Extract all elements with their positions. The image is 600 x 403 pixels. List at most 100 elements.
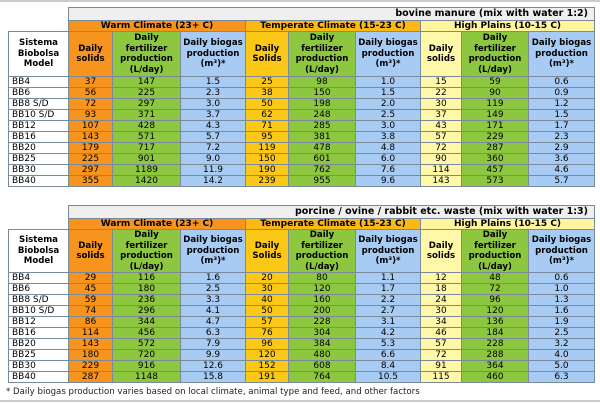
- table-cell: 198: [288, 98, 356, 110]
- table-title: bovine manure (mix with water 1:2): [68, 7, 595, 21]
- table-cell: 114: [68, 327, 113, 339]
- table-cell: 149: [461, 109, 529, 121]
- table-cell: 37: [68, 76, 113, 88]
- table-cell: 6.6: [355, 349, 421, 361]
- table-cell: 71: [245, 120, 289, 132]
- table-cell: 229: [68, 360, 113, 372]
- table-cell: 72: [420, 142, 462, 154]
- table-cell: 57: [245, 316, 289, 328]
- table-cell: 143: [68, 131, 113, 143]
- table-cell: 191: [245, 371, 289, 383]
- table-cell: 601: [288, 153, 356, 165]
- table-cell: 57: [420, 338, 462, 350]
- table-cell: 30: [245, 283, 289, 295]
- table-cell: 20: [245, 272, 289, 284]
- column-header: Daily biogas production (m³)*: [355, 31, 421, 77]
- table-cell: 2.0: [355, 98, 421, 110]
- column-header: Daily solids: [420, 31, 462, 77]
- table-row: BB4 29 116 1.6 20 80 1.1 12 48 0.6: [8, 272, 595, 284]
- table-row: BB4 37 147 1.5 25 98 1.0 15 59 0.6: [8, 76, 595, 88]
- table-cell: 22: [420, 87, 462, 99]
- table-cell: 6.3: [528, 371, 595, 383]
- model-name: BB8 S/D: [8, 294, 69, 306]
- table-cell: 225: [68, 153, 113, 165]
- table-cell: 287: [68, 371, 113, 383]
- column-header: Daily biogas production (m³)*: [180, 31, 246, 77]
- table-cell: 229: [461, 131, 529, 143]
- table-cell: 11.9: [180, 164, 246, 176]
- table-cell: 96: [461, 294, 529, 306]
- table-cell: 225: [112, 87, 181, 99]
- column-header: Daily fertilizer production (L/day): [288, 31, 356, 77]
- table-row: BB6 45 180 2.5 30 120 1.7 18 72 1.0: [8, 283, 595, 295]
- table-cell: 0.6: [528, 272, 595, 284]
- table-cell: 457: [461, 164, 529, 176]
- table-cell: 1.3: [528, 294, 595, 306]
- table-cell: 2.3: [528, 131, 595, 143]
- table-cell: 4.8: [355, 142, 421, 154]
- table-cell: 14.2: [180, 175, 246, 187]
- table-cell: 91: [420, 360, 462, 372]
- top-rule: [0, 0, 600, 2]
- table-cell: 4.7: [180, 316, 246, 328]
- table-cell: 4.3: [180, 120, 246, 132]
- table-cell: 2.5: [355, 109, 421, 121]
- climate-group-header: Temperate Climate (15-23 C): [245, 20, 421, 32]
- table-cell: 1.9: [528, 316, 595, 328]
- model-name: BB4: [8, 272, 69, 284]
- table-cell: 180: [112, 283, 181, 295]
- model-name: BB4: [8, 76, 69, 88]
- table-cell: 1420: [112, 175, 181, 187]
- table-cell: 1148: [112, 371, 181, 383]
- table-cell: 764: [288, 371, 356, 383]
- table-cell: 355: [68, 175, 113, 187]
- table-cell: 50: [245, 305, 289, 317]
- table-cell: 1.0: [355, 76, 421, 88]
- table-cell: 90: [461, 87, 529, 99]
- table-cell: 2.9: [528, 142, 595, 154]
- table-cell: 480: [288, 349, 356, 361]
- table-cell: 572: [112, 338, 181, 350]
- table-cell: 371: [112, 109, 181, 121]
- model-column-header: Sistema Biobolsa Model: [8, 229, 69, 273]
- table-cell: 3.0: [180, 98, 246, 110]
- table-cell: 573: [461, 175, 529, 187]
- table-cell: 288: [461, 349, 529, 361]
- table-row: BB6 56 225 2.3 38 150 1.5 22 90 0.9: [8, 87, 595, 99]
- table-cell: 25: [245, 76, 289, 88]
- column-header: Daily solids: [68, 31, 113, 77]
- table-cell: 56: [68, 87, 113, 99]
- table-cell: 120: [245, 349, 289, 361]
- model-name: BB12: [8, 120, 69, 132]
- table-cell: 1.5: [180, 76, 246, 88]
- table-cell: 136: [461, 316, 529, 328]
- table-row: BB30 229 916 12.6 152 608 8.4 91 364 5.0: [8, 360, 595, 372]
- table-cell: 4.1: [180, 305, 246, 317]
- table-cell: 3.2: [528, 338, 595, 350]
- table-cell: 0.9: [528, 87, 595, 99]
- table-cell: 3.8: [355, 131, 421, 143]
- table-cell: 304: [288, 327, 356, 339]
- table-cell: 5.7: [528, 175, 595, 187]
- table-cell: 0.6: [528, 76, 595, 88]
- climate-group-header: Warm Climate (23+ C): [68, 20, 246, 32]
- table-cell: 143: [68, 338, 113, 350]
- table-cell: 3.6: [528, 153, 595, 165]
- table-cell: 59: [68, 294, 113, 306]
- table-cell: 1.5: [355, 87, 421, 99]
- climate-group-header: High Plains (10-15 C): [420, 218, 595, 230]
- table-cell: 62: [245, 109, 289, 121]
- model-name: BB16: [8, 327, 69, 339]
- table-cell: 30: [420, 305, 462, 317]
- table-cell: 571: [112, 131, 181, 143]
- table-row: BB20 179 717 7.2 119 478 4.8 72 287 2.9: [8, 142, 595, 154]
- table-cell: 74: [68, 305, 113, 317]
- table-cell: 180: [68, 349, 113, 361]
- table-cell: 57: [420, 131, 462, 143]
- column-header: Daily biogas production (m³)*: [355, 229, 421, 273]
- table-cell: 2.7: [355, 305, 421, 317]
- table-cell: 171: [461, 120, 529, 132]
- climate-group-header: High Plains (10-15 C): [420, 20, 595, 32]
- table-cell: 344: [112, 316, 181, 328]
- table-cell: 107: [68, 120, 113, 132]
